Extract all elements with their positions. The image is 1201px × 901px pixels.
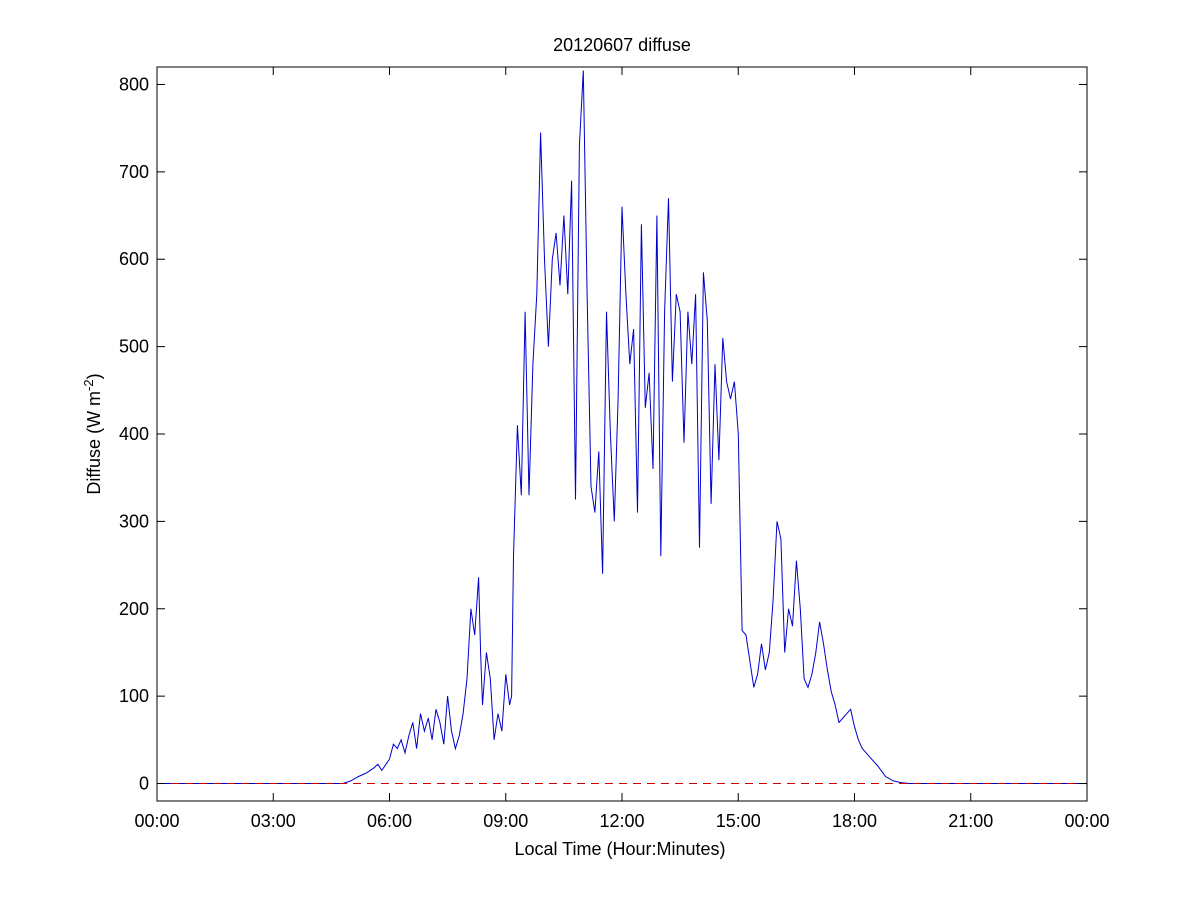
x-axis-label: Local Time (Hour:Minutes) (514, 839, 725, 859)
x-tick-label: 00:00 (1064, 811, 1109, 831)
series-line-0 (157, 70, 1087, 784)
x-tick-label: 15:00 (716, 811, 761, 831)
x-tick-label: 00:00 (134, 811, 179, 831)
y-tick-label: 800 (119, 74, 149, 94)
x-tick-label: 18:00 (832, 811, 877, 831)
y-axis-label: Diffuse (W m-2) (81, 373, 104, 494)
y-tick-label: 0 (139, 774, 149, 794)
chart-title: 20120607 diffuse (553, 35, 691, 55)
y-axis-label-close: ) (84, 373, 104, 379)
x-tick-label: 03:00 (251, 811, 296, 831)
x-tick-label: 12:00 (599, 811, 644, 831)
y-axis-label-superscript: -2 (81, 379, 96, 391)
y-tick-label: 200 (119, 599, 149, 619)
y-tick-label: 300 (119, 511, 149, 531)
x-tick-label: 09:00 (483, 811, 528, 831)
y-tick-label: 700 (119, 162, 149, 182)
x-tick-label: 21:00 (948, 811, 993, 831)
y-tick-label: 600 (119, 249, 149, 269)
y-tick-label: 500 (119, 337, 149, 357)
y-tick-label: 100 (119, 686, 149, 706)
x-tick-label: 06:00 (367, 811, 412, 831)
y-tick-label: 400 (119, 424, 149, 444)
y-axis-label-main: Diffuse (W m (84, 391, 104, 495)
